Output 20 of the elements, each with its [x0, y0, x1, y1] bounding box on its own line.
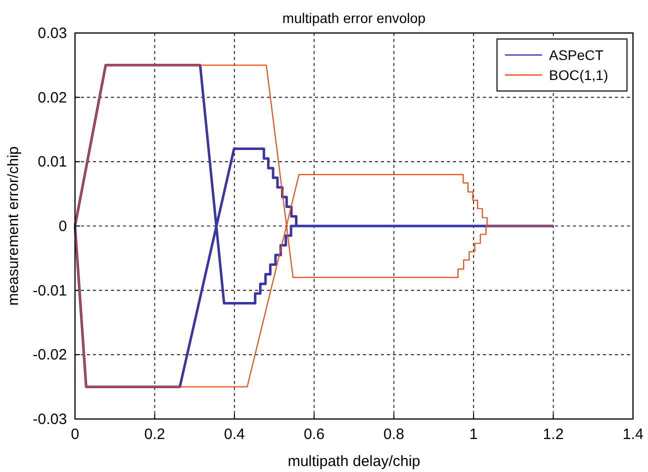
y-axis-title: measurement error/chip [5, 146, 22, 306]
y-tick-label: -0.03 [32, 411, 67, 428]
x-axis-title: multipath delay/chip [288, 453, 420, 470]
x-tick-label: 1 [469, 426, 478, 443]
y-tick-label: -0.02 [32, 346, 67, 364]
x-tick-label: 0.8 [383, 426, 404, 443]
chart-title: multipath error envolop [282, 10, 426, 26]
y-tick-label: 0.03 [38, 25, 67, 42]
y-tick-label: -0.01 [32, 282, 67, 300]
x-tick-label: 0 [70, 426, 80, 443]
x-tick-label: 1.4 [622, 426, 644, 443]
x-tick-label: 0.4 [224, 426, 245, 443]
legend-label: ASPeCT [549, 47, 604, 63]
x-tick-label: 0.2 [144, 426, 166, 443]
x-tick-label: 1.2 [542, 426, 564, 443]
legend-label: BOC(1,1) [549, 67, 608, 83]
x-tick-label: 0.6 [304, 426, 325, 443]
y-tick-label: 0 [58, 218, 67, 235]
y-tick-label: 0.01 [38, 154, 67, 171]
y-tick-label: 0.02 [38, 89, 67, 106]
